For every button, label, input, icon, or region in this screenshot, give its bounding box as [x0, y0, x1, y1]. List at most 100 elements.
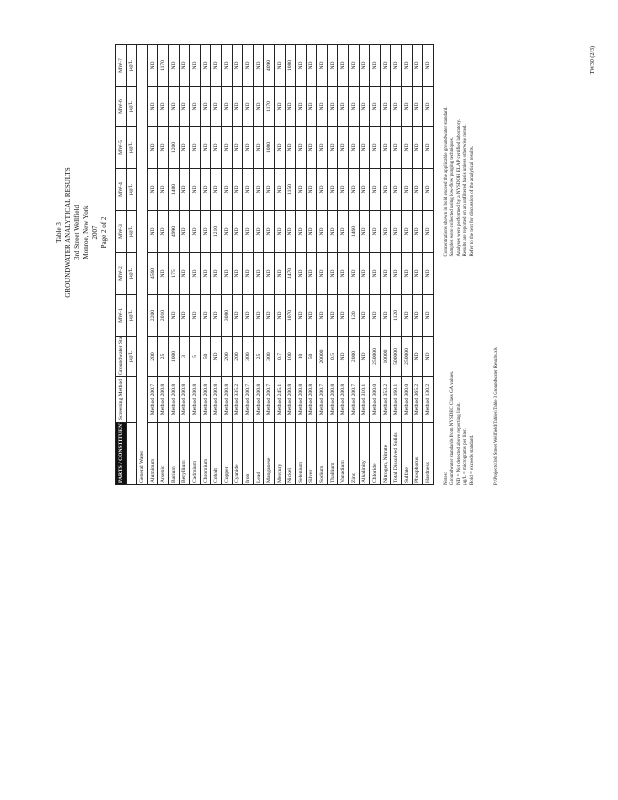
- cell: ND: [232, 126, 243, 169]
- constituent: Vanadium: [337, 422, 349, 485]
- data-row: Mercury Method 245.1 0.7 ND ND ND ND ND ND ND: [274, 44, 285, 485]
- cell: ND: [189, 168, 201, 211]
- cell: ND: [274, 86, 285, 127]
- document: Table 3 GROUNDWATER ANALYTICAL RESULTS 3rd…: [55, 40, 600, 485]
- footer: P:\Projects\3rd Street Wellfield\Tables\…: [494, 347, 500, 485]
- cell: ND: [253, 252, 264, 295]
- cell: ND: [422, 252, 434, 295]
- cell: ND: [380, 210, 391, 253]
- cell: ND: [285, 210, 296, 253]
- cell: ND: [337, 252, 349, 295]
- cell: ND: [337, 126, 349, 169]
- constituent: Silver: [306, 422, 317, 485]
- cell: Method 200.8: [295, 376, 307, 423]
- cell: ND: [390, 44, 402, 87]
- cell: 10: [295, 336, 307, 377]
- cell: ND: [359, 44, 370, 87]
- cell: ND: [295, 168, 307, 211]
- cell: ND: [412, 336, 423, 377]
- cell: ND: [232, 210, 243, 253]
- cell: ND: [390, 86, 402, 127]
- cell: ND: [359, 168, 370, 211]
- cell: ND: [422, 210, 434, 253]
- constituent: Phosphorus: [412, 422, 423, 485]
- data-row: Iron Method 200.7 300 ND ND ND ND ND ND ND: [242, 44, 254, 485]
- cell: ND: [337, 336, 349, 377]
- cell: 4990: [168, 210, 180, 253]
- cell: ND: [337, 294, 349, 337]
- cell: ND: [221, 252, 233, 295]
- cell: Method 200.8: [306, 376, 317, 423]
- cell: Method 200.7: [348, 376, 360, 423]
- cell: ND: [179, 210, 190, 253]
- cell: ND: [274, 126, 285, 169]
- cell: Method 200.8: [285, 376, 296, 423]
- cell: ND: [179, 168, 190, 211]
- cell: Method 365.2: [412, 376, 423, 423]
- cell: ND: [348, 252, 360, 295]
- cell: ND: [253, 86, 264, 127]
- cell: ND: [359, 210, 370, 253]
- header-cell: MW-7: [115, 44, 127, 87]
- cell: 50: [200, 336, 211, 377]
- cell: ND: [263, 210, 275, 253]
- cell: ND: [401, 44, 413, 87]
- cell: ND: [157, 126, 169, 169]
- data-row: Chromium Method 200.8 50 ND ND ND ND ND ND ND: [200, 44, 211, 485]
- cell: ND: [337, 44, 349, 87]
- cell: ND: [412, 252, 423, 295]
- cell: ND: [168, 86, 180, 127]
- cell: 120: [348, 294, 360, 337]
- cell: ND: [242, 86, 254, 127]
- cell: 4560: [147, 252, 158, 295]
- cell: 1170: [263, 86, 275, 127]
- cell: ND: [306, 252, 317, 295]
- cell: ND: [200, 126, 211, 169]
- cell: ND: [412, 294, 423, 337]
- cell: Method 200.7: [147, 376, 158, 423]
- header-cell: PARTS / CONSTITUENT: [115, 422, 127, 485]
- cell: ND: [327, 86, 338, 127]
- title-line: 2007: [91, 225, 99, 240]
- cell: ND: [242, 168, 254, 211]
- cell: ND: [210, 252, 222, 295]
- cell: 200: [147, 336, 158, 377]
- cell: ND: [179, 252, 190, 295]
- cell: ND: [147, 168, 158, 211]
- cell: ND: [263, 252, 275, 295]
- cell: 1200: [168, 126, 180, 169]
- cell: ND: [401, 126, 413, 169]
- page-id: TW30 (2/3): [590, 46, 596, 75]
- cell: ND: [369, 126, 381, 169]
- cell: ND: [401, 168, 413, 211]
- data-row: Sodium Method 200.7 20000 ND ND ND ND ND ND ND: [316, 44, 328, 485]
- cell: ND: [147, 210, 158, 253]
- cell: ND: [179, 86, 190, 127]
- cell: ND: [380, 44, 391, 87]
- cell: ND: [306, 294, 317, 337]
- cell: ND: [168, 44, 180, 87]
- cell: ND: [369, 210, 381, 253]
- constituent: Selenium: [295, 422, 307, 485]
- cell: ND: [253, 44, 264, 87]
- constituent: Sodium: [316, 422, 328, 485]
- data-row: Cyanide Method 335.2 200 ND ND ND ND ND ND ND: [232, 44, 243, 485]
- cell: ND: [359, 336, 370, 377]
- cell: 1470: [285, 252, 296, 295]
- data-row: Chloride Method 300.0 250000 ND ND ND ND ND ND ND: [369, 44, 381, 485]
- cell: ND: [232, 168, 243, 211]
- constituent: Nickel: [285, 422, 296, 485]
- cell: 1080: [263, 126, 275, 169]
- cell: Method 300.0: [369, 376, 381, 423]
- cell: ND: [327, 44, 338, 87]
- data-row: Barium Method 200.8 1000 ND 175 4990 1480 1200 N…: [168, 44, 180, 485]
- cell: ND: [390, 210, 402, 253]
- cell: ND: [210, 126, 222, 169]
- cell: ND: [359, 252, 370, 295]
- cell: ND: [242, 126, 254, 169]
- cell: ND: [263, 294, 275, 337]
- cell: ND: [412, 168, 423, 211]
- cell: Method 200.8: [200, 376, 211, 423]
- constituent: Sulfate: [401, 422, 413, 485]
